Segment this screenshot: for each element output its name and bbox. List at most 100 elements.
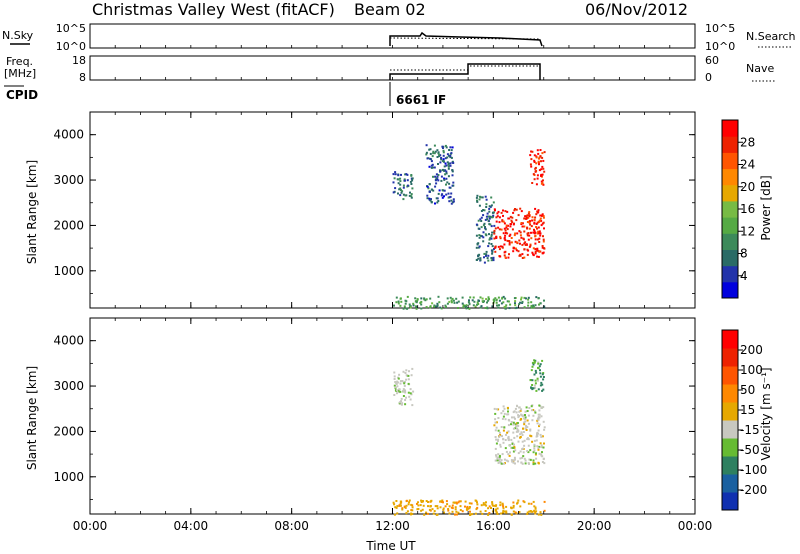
heatmap-cell (530, 306, 533, 309)
heatmap-cell (409, 388, 412, 391)
heatmap-cell (534, 170, 537, 173)
heatmap-cell (402, 388, 405, 391)
heatmap-cell (475, 508, 478, 511)
heatmap-cell (477, 227, 480, 230)
heatmap-cell (529, 458, 532, 461)
heatmap-cell (538, 250, 541, 253)
heatmap-cell (393, 513, 396, 516)
heatmap-cell (451, 510, 454, 513)
heatmap-cell (404, 403, 407, 406)
heatmap-cell (498, 459, 500, 462)
heatmap-cell (503, 412, 506, 415)
heatmap-cell (528, 211, 531, 214)
heatmap-cell (407, 391, 410, 394)
heatmap-cell (502, 507, 505, 510)
heatmap-cell (537, 461, 540, 464)
heatmap-cell (527, 304, 530, 307)
heatmap-cell (464, 505, 466, 508)
heatmap-cell (450, 199, 453, 202)
heatmap-cell (501, 219, 504, 222)
colorbar-tick-label: 8 (740, 247, 748, 261)
heatmap-cell (405, 307, 408, 310)
heatmap-cell (471, 299, 474, 302)
heatmap-cell (449, 156, 452, 159)
heatmap-cell (435, 177, 438, 180)
heatmap-cell (444, 144, 447, 147)
heatmap-cell (523, 296, 526, 299)
heatmap-cell (448, 149, 451, 151)
heatmap-cell (510, 459, 513, 462)
heatmap-cell (440, 194, 443, 197)
heatmap-cell (475, 223, 478, 226)
heatmap-cell (430, 201, 433, 204)
heatmap-cell (451, 174, 454, 177)
heatmap-cell (444, 304, 447, 307)
heatmap-cell (529, 223, 532, 226)
heatmap-cell (523, 444, 526, 447)
heatmap-cell (526, 214, 529, 217)
heatmap-cell (429, 199, 432, 202)
heatmap-cell (512, 250, 515, 253)
heatmap-cell (462, 304, 465, 307)
heatmap-cell (513, 436, 516, 439)
heatmap-cell (499, 443, 502, 446)
heatmap-cell (493, 208, 496, 211)
heatmap-cell (528, 510, 531, 513)
heatmap-cell (433, 166, 436, 169)
heatmap-cell (525, 216, 528, 218)
heatmap-cell (420, 499, 423, 502)
heatmap-cell (435, 182, 438, 185)
colorbar-segment (722, 184, 738, 202)
heatmap-cell (411, 187, 414, 190)
heatmap-cell (530, 435, 533, 438)
heatmap-cell (429, 297, 432, 300)
heatmap-cell (407, 503, 410, 506)
heatmap-cell (527, 414, 530, 417)
x-tick-label: 12:00 (375, 519, 410, 533)
heatmap-cell (542, 378, 545, 381)
heatmap-cell (494, 245, 497, 248)
heatmap-cell (537, 366, 539, 369)
y-tick-label: 2000 (53, 218, 84, 232)
heatmap-cell (531, 388, 534, 391)
colorbar-segment (722, 233, 738, 250)
heatmap-cell (542, 406, 545, 409)
heatmap-cell (523, 457, 526, 460)
heatmap-cell (405, 499, 408, 502)
heatmap-cell (512, 211, 515, 214)
heatmap-cell (531, 365, 534, 368)
heatmap-cell (539, 363, 542, 366)
heatmap-cell (541, 213, 544, 216)
heatmap-cell (507, 435, 510, 438)
heatmap-cell (521, 415, 524, 418)
heatmap-cell (443, 195, 445, 198)
heatmap-cell (398, 373, 401, 376)
heatmap-cell (455, 501, 458, 504)
heatmap-cell (500, 228, 503, 231)
heatmap-cell (541, 383, 544, 386)
heatmap-cell (399, 180, 402, 183)
heatmap-cell (529, 244, 532, 247)
heatmap-cell (484, 503, 487, 506)
heatmap-cell (539, 375, 542, 378)
heatmap-cell (487, 299, 490, 302)
heatmap-cell (517, 214, 520, 217)
heatmap-cell (465, 305, 467, 308)
heatmap-cell (394, 389, 397, 392)
heatmap-cell (404, 399, 407, 401)
heatmap-cell (510, 423, 512, 426)
heatmap-cell (445, 172, 448, 175)
heatmap-cell (531, 219, 534, 222)
heatmap-cell (515, 306, 518, 309)
heatmap-cell (534, 248, 537, 251)
heatmap-cell (539, 217, 542, 220)
heatmap-cell (532, 463, 535, 466)
heatmap-cell (452, 198, 455, 201)
heatmap-cell (523, 225, 526, 228)
heatmap-cell (538, 452, 541, 455)
heatmap-cell (533, 439, 536, 442)
heatmap-cell (521, 222, 524, 225)
heatmap-cell (508, 235, 511, 237)
heatmap-cell (508, 240, 511, 242)
heatmap-cell (496, 507, 499, 510)
